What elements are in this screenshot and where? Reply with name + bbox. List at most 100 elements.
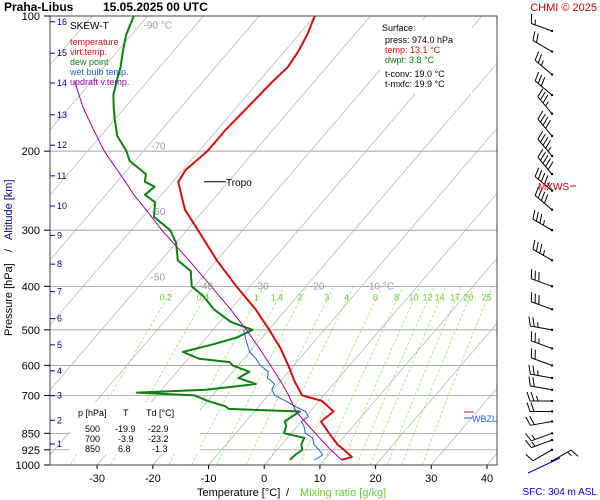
x-axis-ticks: -30 -20 -10 0 10 20 30 40 <box>89 465 493 485</box>
x-tick-label: -30 <box>89 473 105 485</box>
wind-barb-flag <box>532 317 535 327</box>
isotherm-label: -60 <box>151 207 166 218</box>
isotherm-line <box>208 127 497 465</box>
wind-barb <box>530 269 554 288</box>
x-tick-label: -20 <box>145 473 161 485</box>
wind-barbs <box>525 13 579 463</box>
wind-barb-base <box>550 376 554 380</box>
mixing-ratio-label: 20 <box>463 292 473 302</box>
station-name: Praha-Libus <box>4 0 74 14</box>
wind-barb-flag <box>545 139 551 149</box>
y-axis-title-altitude: Altitude [km] <box>3 179 15 240</box>
wind-barb <box>528 364 554 380</box>
wind-barb-flag <box>528 364 531 375</box>
mixing-ratio-line <box>191 286 285 465</box>
levels-cell: -3.9 <box>118 434 134 444</box>
wind-barb-flag <box>528 376 531 387</box>
chart-title: SKEW-T <box>70 21 109 32</box>
wind-barb-flag <box>545 119 551 129</box>
wind-barb-base <box>550 328 554 332</box>
wind-barb-base <box>550 347 554 350</box>
x-axis-title-separator: / <box>286 487 290 499</box>
levels-cell: 500 <box>85 424 100 434</box>
wind-barb-flag <box>534 71 540 82</box>
wind-barb-flag <box>542 136 549 146</box>
wind-barb <box>525 448 554 462</box>
wind-barb-flag <box>532 365 535 375</box>
altitude-tick-label: 5 <box>57 340 62 350</box>
wind-barb-base <box>550 432 554 435</box>
isotherm-line <box>375 322 497 465</box>
profile-curves <box>74 16 353 461</box>
wind-barb-half-flag <box>537 370 539 376</box>
levels-cell: -22.9 <box>148 424 169 434</box>
sounding-datetime: 15.05.2025 00 UTC <box>103 0 208 14</box>
wind-barb-flag <box>526 402 531 412</box>
wind-barb-flag <box>525 439 532 448</box>
x-tick-label: 40 <box>481 473 493 485</box>
pressure-axis-ticks: 100 200 300 400 500 600 700 850 925 1000 <box>16 11 50 472</box>
isotherm-line <box>50 16 204 196</box>
wind-barb-base <box>550 388 554 391</box>
wind-barb-flag <box>540 172 546 182</box>
wind-barb <box>532 31 554 53</box>
wind-barb-half-flag <box>545 101 549 107</box>
wind-barb-flag <box>525 433 532 442</box>
levels-cell: -19.9 <box>115 424 136 434</box>
wind-barb <box>528 316 554 332</box>
legend-dew-point: dew point <box>70 57 109 67</box>
altitude-tick-label: 15 <box>57 48 67 58</box>
wind-barb <box>532 239 554 262</box>
wind-barb <box>526 391 554 403</box>
x-tick-label: 30 <box>425 473 437 485</box>
pressure-tick-label: 1000 <box>16 460 40 472</box>
y-axis-title-pressure: Pressure [hPa] <box>3 263 15 336</box>
mixing-ratio-lines <box>70 286 493 465</box>
wind-barb-flag <box>539 243 543 254</box>
pressure-tick-label: 200 <box>22 146 40 158</box>
wind-barb-flag <box>537 110 544 120</box>
isotherm-lines <box>50 16 497 465</box>
wind-barb-base <box>550 285 554 288</box>
wind-barb-base <box>550 134 554 138</box>
wind-barb-base <box>550 259 554 262</box>
isotherm-label: -40 <box>199 281 214 292</box>
surface-title: Surface: <box>382 23 416 33</box>
wind-barb <box>534 167 554 192</box>
wind-barb-flag <box>534 186 540 196</box>
mixing-ratio-line <box>341 286 421 465</box>
altitude-tick-label: 7 <box>57 287 62 297</box>
isotherm-label: -30 <box>254 281 269 292</box>
wind-barb-flag <box>540 151 546 161</box>
tropopause-label: Tropo <box>226 178 252 189</box>
wind-barb <box>537 110 554 138</box>
wind-barb-shaft <box>532 449 553 462</box>
wind-barb-flag <box>537 148 544 158</box>
wind-barb-flag <box>545 158 551 167</box>
isotherm-line <box>263 192 497 465</box>
wind-barb-flag <box>547 161 554 170</box>
altitude-tick-label: 1 <box>57 439 62 449</box>
levels-header-p: p [hPa] <box>78 408 107 418</box>
wind-barb-base <box>550 208 554 211</box>
mixing-ratio-label: 1.4 <box>271 292 284 302</box>
levels-header-t: T <box>123 408 129 418</box>
levels-cell: 700 <box>85 434 100 444</box>
wind-barb-flag <box>540 77 546 87</box>
wind-barb-half-flag <box>567 451 572 457</box>
wind-barb-flag <box>542 155 549 164</box>
altitude-tick-label: 9 <box>57 230 62 240</box>
surface-tmxfc: t-mxfc: 19.9 °C <box>385 79 445 89</box>
surface-tconv: t-conv: 19.0 °C <box>385 69 445 79</box>
plot-area <box>50 16 497 465</box>
wind-barb-base <box>550 308 554 311</box>
x-tick-label: 20 <box>369 473 381 485</box>
pressure-tick-label: 850 <box>22 428 40 440</box>
legend-wet-bulb: wet bulb temp. <box>69 67 129 77</box>
pressure-tick-label: 925 <box>22 445 40 457</box>
wind-barb-flag <box>535 241 539 252</box>
wind-barb-base <box>550 229 554 232</box>
isotherm-line <box>50 16 148 131</box>
mxws-label: MXWS <box>538 182 569 193</box>
wind-barb-base <box>550 420 554 423</box>
